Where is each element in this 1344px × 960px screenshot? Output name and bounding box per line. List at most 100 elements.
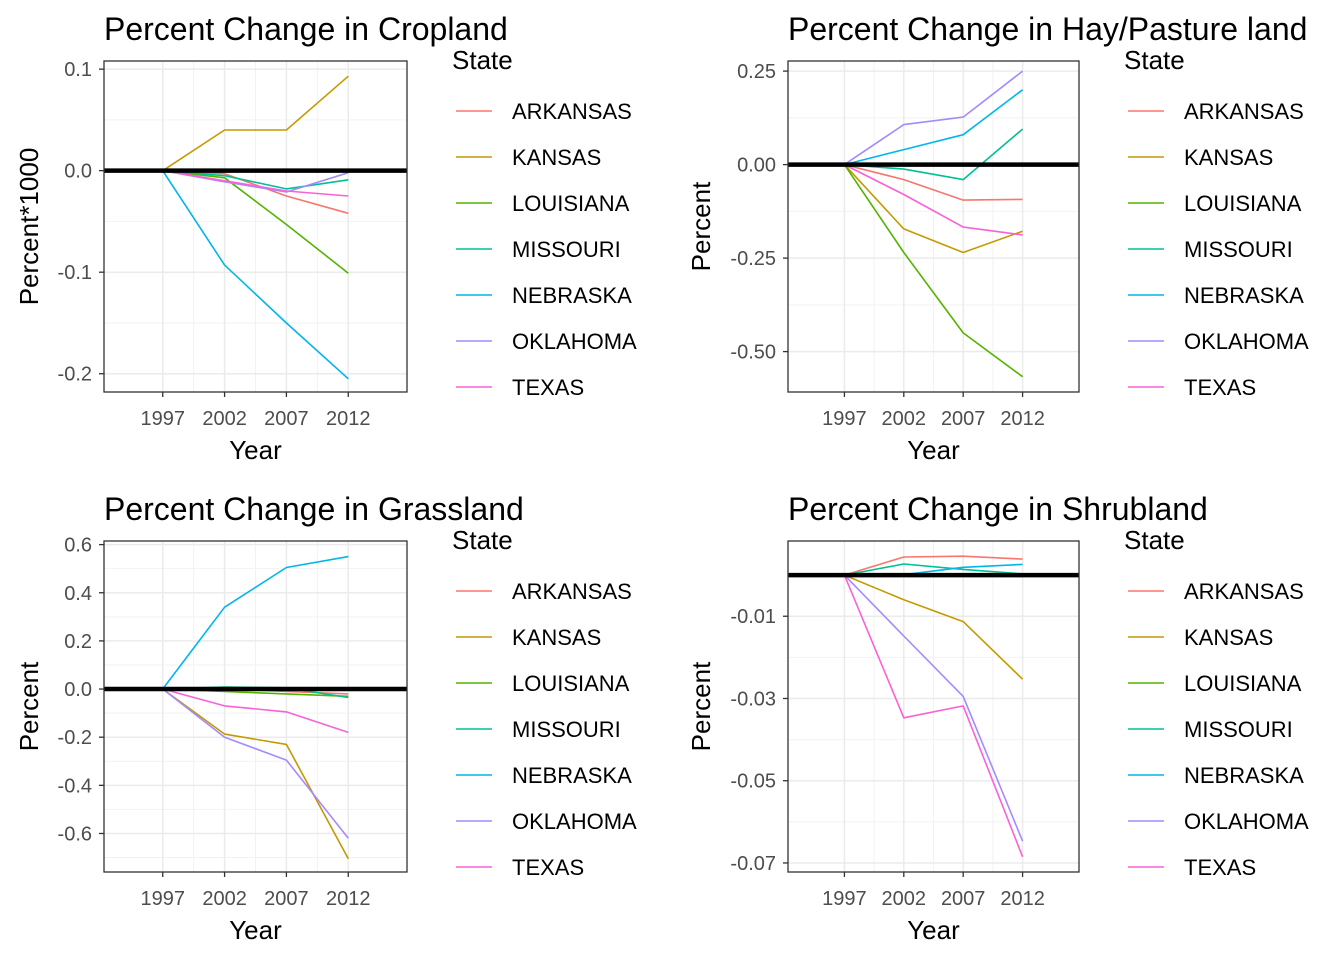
legend-label-arkansas: ARKANSAS xyxy=(512,99,632,124)
legend-title: State xyxy=(1124,45,1185,75)
x-axis-label: Year xyxy=(229,435,282,465)
x-tick-label: 2002 xyxy=(202,408,247,430)
legend-label-kansas: KANSAS xyxy=(512,625,601,650)
chart-panel-2: -0.50 -0.25 0.00 0.25 1997 2002 2007 2012 Percen… xyxy=(686,11,1309,465)
y-axis-label: Percent xyxy=(14,661,44,751)
x-tick-label: 2012 xyxy=(326,408,371,430)
chart-title: Percent Change in Grassland xyxy=(104,491,524,527)
x-tick-label: 2007 xyxy=(264,888,309,910)
series-line-kansas xyxy=(844,574,1024,680)
y-tick-label: 0.0 xyxy=(64,161,92,183)
x-tick-label: 2002 xyxy=(882,408,927,430)
series-line-arkansas xyxy=(844,555,1023,576)
x-tick-label: 1997 xyxy=(822,408,867,430)
legend-label-kansas: KANSAS xyxy=(1184,145,1273,170)
y-tick-label: 0.25 xyxy=(737,61,776,83)
y-tick-label: -0.2 xyxy=(58,727,92,749)
y-tick-label: 0.1 xyxy=(64,59,92,81)
y-tick-label: 0.00 xyxy=(737,155,776,177)
chart-panel-4: -0.07 -0.05 -0.03 -0.01 1997 2002 2007 2012 Perc… xyxy=(686,491,1309,945)
legend-label-louisiana: LOUISIANA xyxy=(1184,671,1302,696)
x-axis-label: Year xyxy=(229,915,282,945)
plot-border xyxy=(787,60,1080,393)
x-tick-label: 2007 xyxy=(941,408,986,430)
legend-title: State xyxy=(452,45,513,75)
series-line-louisiana xyxy=(843,164,1024,378)
series-line-kansas xyxy=(843,164,1023,254)
chart-title: Percent Change in Cropland xyxy=(104,11,508,47)
legend-label-texas: TEXAS xyxy=(512,375,584,400)
series-line-oklahoma xyxy=(162,688,349,839)
y-tick-label: -0.1 xyxy=(58,262,92,284)
x-tick-label: 1997 xyxy=(140,888,185,910)
legend-label-arkansas: ARKANSAS xyxy=(512,579,632,604)
legend-label-kansas: KANSAS xyxy=(512,145,601,170)
legend-label-missouri: MISSOURI xyxy=(1184,717,1293,742)
legend-label-nebraska: NEBRASKA xyxy=(512,283,632,308)
chart-title: Percent Change in Hay/Pasture land xyxy=(788,11,1307,47)
legend-label-missouri: MISSOURI xyxy=(1184,237,1293,262)
legend-title: State xyxy=(452,525,513,555)
y-tick-label: -0.03 xyxy=(730,688,776,710)
x-tick-label: 2012 xyxy=(326,888,371,910)
x-tick-label: 2012 xyxy=(1000,888,1045,910)
legend-label-texas: TEXAS xyxy=(1184,375,1256,400)
series-line-texas xyxy=(844,163,1023,236)
legend-label-missouri: MISSOURI xyxy=(512,237,621,262)
y-tick-label: -0.05 xyxy=(730,771,776,793)
plot-border xyxy=(787,540,1080,873)
y-axis-label: Percent*1000 xyxy=(14,148,44,306)
x-axis-label: Year xyxy=(907,915,960,945)
plot-border xyxy=(103,540,408,873)
series-line-nebraska xyxy=(162,555,349,690)
legend-label-arkansas: ARKANSAS xyxy=(1184,579,1304,604)
legend-label-louisiana: LOUISIANA xyxy=(1184,191,1302,216)
y-tick-label: -0.50 xyxy=(730,342,776,364)
x-tick-label: 1997 xyxy=(822,888,867,910)
x-tick-label: 2007 xyxy=(941,888,986,910)
series-line-oklahoma xyxy=(843,574,1024,842)
series-line-louisiana xyxy=(162,169,349,274)
x-tick-label: 2002 xyxy=(882,888,927,910)
y-axis-label: Percent xyxy=(686,661,716,751)
y-tick-label: 0.0 xyxy=(64,679,92,701)
series-line-missouri xyxy=(844,563,1023,576)
legend-label-texas: TEXAS xyxy=(1184,855,1256,880)
legend-label-louisiana: LOUISIANA xyxy=(512,671,630,696)
chart-panel-3: -0.6 -0.4 -0.2 0.0 0.2 0.4 0.6 1997 2002 2007 2012… xyxy=(14,491,637,945)
y-tick-label: 0.6 xyxy=(64,535,92,557)
legend-label-nebraska: NEBRASKA xyxy=(1184,283,1304,308)
legend-label-oklahoma: OKLAHOMA xyxy=(1184,329,1309,354)
legend-label-nebraska: NEBRASKA xyxy=(1184,763,1304,788)
series-line-texas xyxy=(162,169,349,197)
legend-label-missouri: MISSOURI xyxy=(512,717,621,742)
y-tick-label: 0.2 xyxy=(64,631,92,653)
plot-border xyxy=(103,60,408,393)
series-line-kansas xyxy=(162,75,349,172)
legend-label-nebraska: NEBRASKA xyxy=(512,763,632,788)
y-tick-label: -0.07 xyxy=(730,853,776,875)
series-line-oklahoma xyxy=(843,70,1024,166)
y-tick-label: -0.2 xyxy=(58,364,92,386)
y-axis-label: Percent xyxy=(686,181,716,271)
series-line-kansas xyxy=(162,688,350,860)
series-line-texas xyxy=(843,574,1024,858)
legend-label-texas: TEXAS xyxy=(512,855,584,880)
chart-panel-1: -0.2 -0.1 0.0 0.1 1997 2002 2007 2012 Percent Ch… xyxy=(14,11,637,465)
x-axis-label: Year xyxy=(907,435,960,465)
series-line-nebraska xyxy=(844,89,1024,166)
y-tick-label: -0.01 xyxy=(730,606,776,628)
y-tick-label: -0.6 xyxy=(58,823,92,845)
series-line-missouri xyxy=(162,169,349,190)
legend-label-oklahoma: OKLAHOMA xyxy=(1184,809,1309,834)
y-tick-label: -0.25 xyxy=(730,248,776,270)
series-line-arkansas xyxy=(844,163,1023,201)
y-tick-label: -0.4 xyxy=(58,775,92,797)
legend-label-oklahoma: OKLAHOMA xyxy=(512,809,637,834)
x-tick-label: 2002 xyxy=(202,888,247,910)
series-line-nebraska xyxy=(162,170,349,380)
legend-label-arkansas: ARKANSAS xyxy=(1184,99,1304,124)
x-tick-label: 2012 xyxy=(1000,408,1045,430)
legend-title: State xyxy=(1124,525,1185,555)
